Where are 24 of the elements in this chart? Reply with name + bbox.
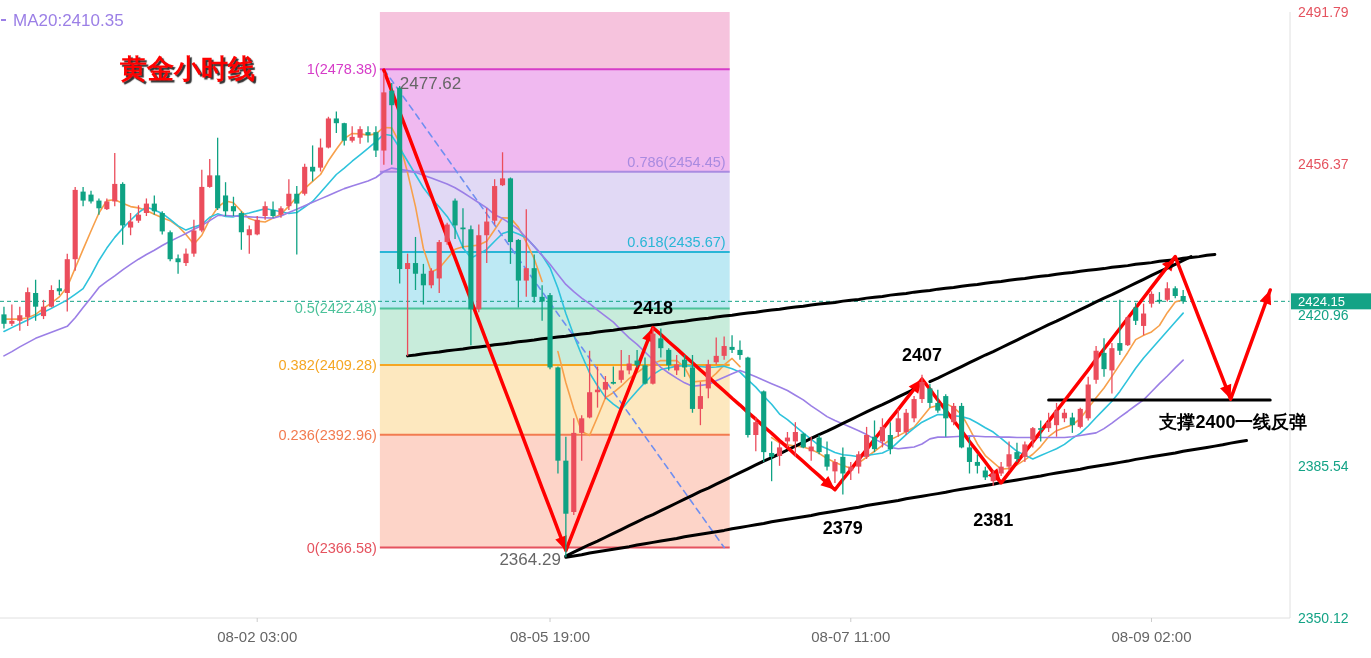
annotation: 2379 xyxy=(822,518,863,539)
ref-line-label: 0.5(2422.48) xyxy=(294,300,377,317)
annotation: 2381 xyxy=(973,509,1014,530)
ref-line-label: 0.382(2409.28) xyxy=(278,356,377,373)
x-tick-label: 08-07 11:00 xyxy=(811,628,891,645)
ref-line-label: 1(2478.38) xyxy=(306,61,377,78)
ref-line-label: 0.236(2392.96) xyxy=(278,426,377,443)
ref-line-label: 0.618(2435.67) xyxy=(627,234,726,251)
ref-line-label: 0(2366.58) xyxy=(306,539,377,556)
x-tick-label: 08-09 02:00 xyxy=(1111,628,1192,645)
annotation: 2477.62 xyxy=(399,73,462,93)
text: 黄金小时线 xyxy=(119,54,255,84)
x-tick-label: 08-02 03:00 xyxy=(217,628,298,645)
y-tick-label: 2350.12 xyxy=(1298,610,1349,626)
annotation: 2418 xyxy=(632,297,673,318)
x-tick-label: 08-05 19:00 xyxy=(509,628,591,645)
annotation: 2407 xyxy=(901,344,943,365)
legend-label: MA20:2410.35 xyxy=(13,11,124,30)
y-tick-label: 2491.79 xyxy=(1298,4,1349,20)
ref-line-label: 0.786(2454.45) xyxy=(627,153,726,170)
y-tick-label: 2456.37 xyxy=(1298,155,1349,172)
y-tick-label: 2385.54 xyxy=(1298,458,1349,475)
annotation: 2364.29 xyxy=(499,550,561,570)
annotation: 支撑2400一线反弹 xyxy=(1158,411,1308,432)
